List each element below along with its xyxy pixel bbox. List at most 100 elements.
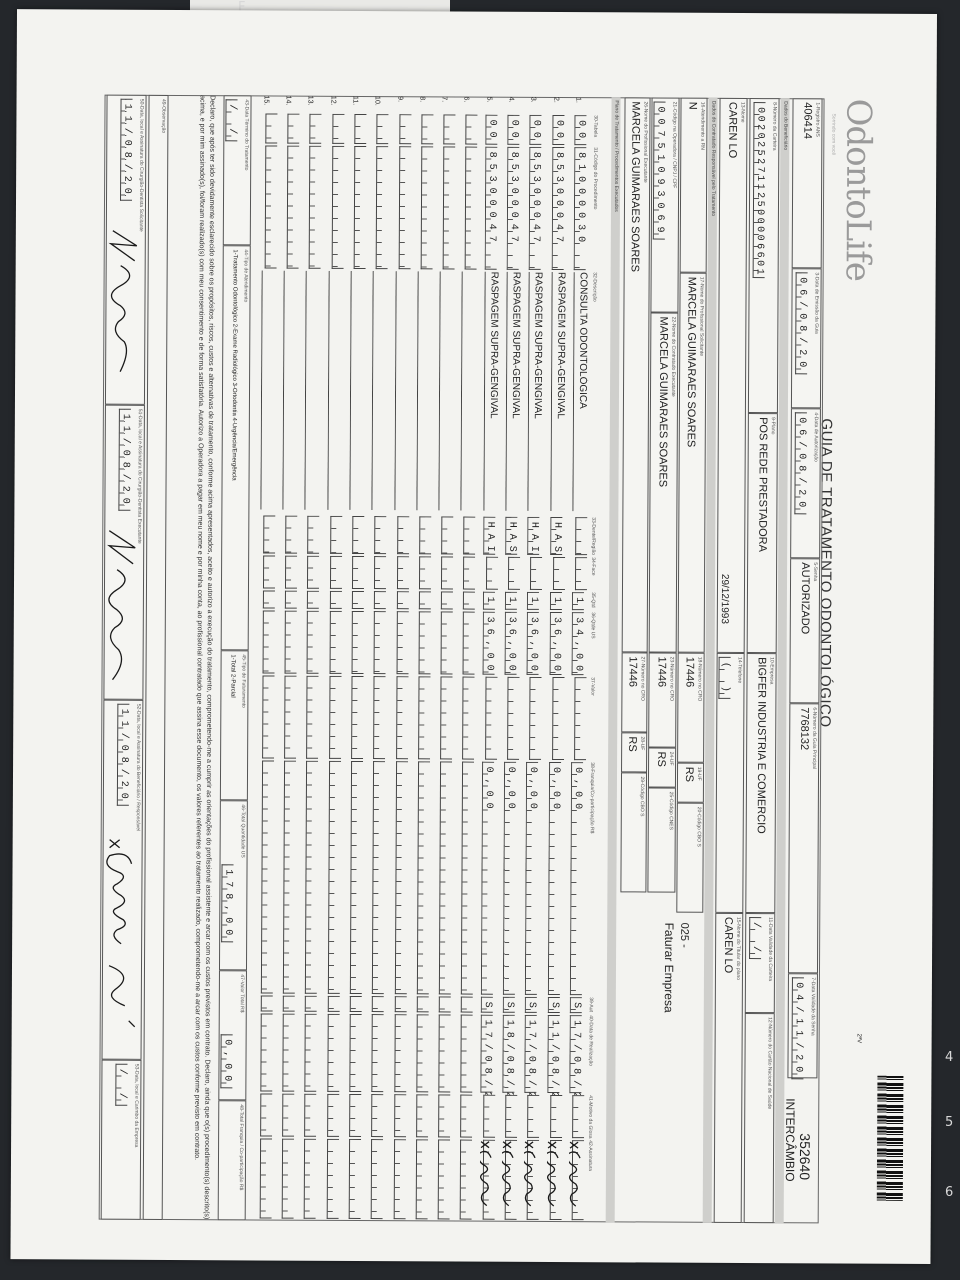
cell-dente[interactable]: [438, 516, 454, 556]
cell-franquia[interactable]: [258, 760, 274, 995]
cell-codigo[interactable]: [440, 146, 456, 271]
cell-us[interactable]: [349, 610, 364, 676]
cell-motivo-glosa[interactable]: [502, 1094, 518, 1140]
cell-assinatura[interactable]: [346, 1138, 362, 1221]
cell-face[interactable]: [550, 556, 565, 592]
cell-data[interactable]: 17/08/20: [569, 1015, 582, 1095]
field-cartao-nacional-saude[interactable]: 12-Número do Cartão Nacional de Saúde: [743, 1013, 775, 1224]
cell-descricao[interactable]: [371, 271, 388, 516]
field-cro-27[interactable]: 27-Número no CRO 17446: [621, 652, 648, 733]
cell-face[interactable]: [438, 556, 454, 591]
field-codigo-operadora[interactable]: 21-Código na Operadora / CNPJ / CPF 00751…: [650, 97, 680, 313]
cell-dente[interactable]: [282, 515, 298, 556]
cell-face[interactable]: [282, 555, 298, 591]
field-telefone[interactable]: 14-Telefone( ): [715, 652, 745, 913]
field-uf-28[interactable]: 28-UF RS: [621, 732, 648, 773]
field-validade-carteira[interactable]: 11-Data Validade da Carteira / /: [744, 913, 776, 1014]
cell-tabela[interactable]: 00: [529, 114, 543, 147]
cell-us[interactable]: [415, 611, 431, 676]
field-data-autorizacao[interactable]: 4-Data de Autorização 06/08/20: [790, 408, 821, 559]
cell-qtd[interactable]: 1: [527, 591, 540, 612]
cell-aut[interactable]: S: [502, 996, 516, 1015]
cell-franquia[interactable]: 0,00: [502, 761, 517, 997]
cell-codigo[interactable]: [328, 145, 345, 271]
cell-franquia[interactable]: [280, 760, 297, 996]
cell-us[interactable]: [326, 610, 342, 676]
field-tipo-atendimento[interactable]: 44-Tipo de Atendimento 1-Tratamento Odont…: [220, 245, 251, 651]
cell-franquia[interactable]: [391, 761, 408, 996]
cell-tabela[interactable]: [329, 113, 345, 146]
cell-descricao[interactable]: RASPAGEM SUPRA-GENGIVAL: [527, 271, 545, 517]
cell-dente[interactable]: [260, 515, 276, 555]
cell-us[interactable]: 34,00: [571, 612, 585, 677]
cell-tabela[interactable]: 00: [507, 114, 520, 147]
cell-codigo[interactable]: [261, 145, 278, 270]
field-validade-senha[interactable]: 7-Data Validade da Senha 04/11/20: [787, 973, 818, 1080]
cell-valor[interactable]: [259, 675, 275, 760]
cell-dente[interactable]: [305, 515, 320, 556]
cell-face[interactable]: [327, 555, 342, 591]
cell-data[interactable]: 17/08/20: [524, 1014, 538, 1095]
cell-valor[interactable]: [303, 675, 319, 761]
cell-valor[interactable]: [393, 676, 409, 761]
field-cbo-29[interactable]: 29-Código CBO S: [620, 772, 648, 893]
field-assinatura-beneficiario[interactable]: 52-Data, local e Assinatura do Beneficiá…: [101, 699, 144, 1060]
cell-tabela[interactable]: [351, 113, 367, 146]
cell-aut[interactable]: [324, 995, 340, 1014]
cell-data[interactable]: [436, 1014, 451, 1094]
cell-franquia[interactable]: [325, 760, 341, 996]
cell-dente[interactable]: HAIE: [482, 516, 496, 557]
cell-qtd[interactable]: [416, 591, 431, 611]
field-assinatura-executante[interactable]: 51-Data, local e Assinatura do Cirurgião…: [103, 404, 145, 700]
cell-us[interactable]: [304, 610, 320, 676]
cell-valor[interactable]: [326, 675, 342, 761]
cell-aut[interactable]: [302, 995, 318, 1014]
cell-dente[interactable]: HASE: [505, 516, 518, 557]
cell-face[interactable]: [394, 556, 409, 591]
cell-face[interactable]: [572, 557, 588, 592]
cell-assinatura[interactable]: [323, 1138, 339, 1221]
cell-franquia[interactable]: 0,00: [569, 762, 584, 997]
cell-qtd[interactable]: [460, 591, 476, 612]
field-empresa[interactable]: 10-Empresa BIGFER INDUSTRIA E COMERCIO: [745, 653, 777, 914]
cell-valor[interactable]: [281, 675, 297, 761]
cell-face[interactable]: [349, 555, 365, 591]
cell-franquia[interactable]: [369, 761, 386, 996]
cell-franquia[interactable]: [458, 761, 475, 997]
cell-assinatura[interactable]: [501, 1139, 518, 1222]
cell-descricao[interactable]: RASPAGEM SUPRA-GENGIVAL: [550, 271, 567, 517]
cell-valor[interactable]: [415, 676, 431, 761]
cell-data[interactable]: 11/08/20: [547, 1014, 560, 1095]
field-data-termino[interactable]: 43-Data Término do Tratamento / /: [222, 95, 252, 246]
cell-aut[interactable]: [391, 996, 407, 1014]
cell-aut[interactable]: [347, 995, 362, 1014]
cell-valor[interactable]: [526, 676, 542, 762]
cell-face[interactable]: [260, 555, 275, 590]
cell-us[interactable]: 36,00: [482, 611, 495, 677]
cell-data[interactable]: [369, 1014, 385, 1094]
field-assinatura-solicitante[interactable]: 50-Data, local e Assinatura do Cirurgião…: [104, 94, 147, 405]
cell-valor[interactable]: [460, 676, 476, 762]
cell-descricao[interactable]: RASPAGEM SUPRA-GENGIVAL: [483, 271, 500, 517]
cell-tabela[interactable]: 00: [552, 114, 565, 147]
cell-motivo-glosa[interactable]: [547, 1094, 563, 1140]
cell-motivo-glosa[interactable]: [458, 1094, 473, 1140]
field-titular[interactable]: 15-Nome do Titular do plano CAREN LO: [713, 912, 744, 1223]
field-cnes[interactable]: 25-Código CNES: [647, 787, 676, 893]
cell-descricao[interactable]: [416, 271, 433, 516]
cell-motivo-glosa[interactable]: [368, 1094, 384, 1139]
cell-franquia[interactable]: 0,00: [547, 761, 562, 997]
field-cbo-20[interactable]: 20-Código CBO S: [676, 802, 704, 913]
cell-face[interactable]: [527, 556, 543, 592]
field-cro-18[interactable]: 18-Número no CRO 17446: [677, 652, 705, 763]
cell-descricao[interactable]: [260, 270, 277, 515]
cell-codigo[interactable]: [373, 146, 389, 271]
cell-qtd[interactable]: [282, 590, 298, 611]
cell-valor[interactable]: [549, 676, 565, 762]
cell-codigo[interactable]: 85300047: [551, 146, 565, 272]
cell-codigo[interactable]: [395, 146, 411, 271]
cell-assinatura[interactable]: [568, 1140, 585, 1222]
cell-aut[interactable]: [369, 996, 385, 1014]
cell-us[interactable]: 36,00: [526, 611, 540, 677]
cell-face[interactable]: [505, 556, 521, 592]
